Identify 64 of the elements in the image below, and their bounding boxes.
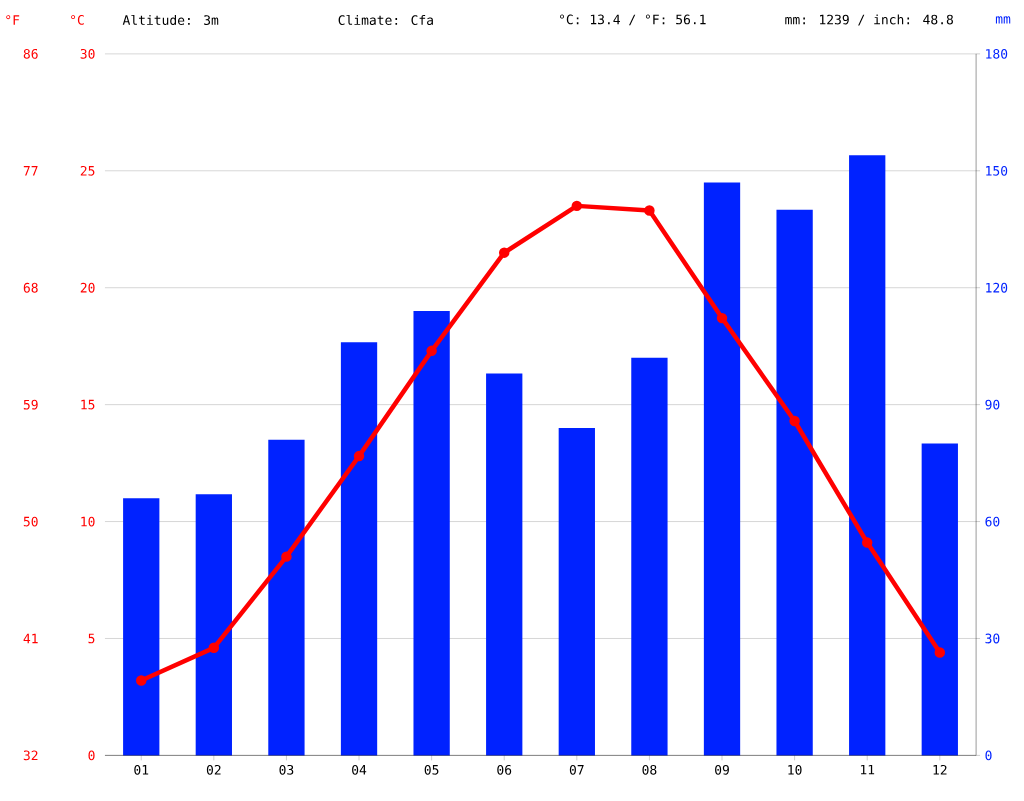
bar xyxy=(195,494,232,756)
y2-tick-label: 0 xyxy=(985,750,992,761)
point xyxy=(716,312,728,324)
point xyxy=(934,647,946,658)
y2-tick-label: 90 xyxy=(985,399,1000,410)
text: Altitude: 3m xyxy=(122,14,219,25)
y3-tick-label: 41 xyxy=(23,633,38,644)
x-tick-label: 10 xyxy=(788,764,802,775)
bar xyxy=(340,342,378,756)
x-tick-label: 05 xyxy=(424,764,439,775)
x-tick-label: 11 xyxy=(860,764,875,775)
y3-axis-title: °F xyxy=(6,15,20,25)
text: Climate: Cfa xyxy=(338,14,433,25)
y-tick-label: 30 xyxy=(80,48,95,59)
y3-tick-label: 50 xyxy=(23,516,38,527)
x-tick-label: 06 xyxy=(497,764,512,775)
x-tick-label: 08 xyxy=(642,764,657,775)
y2-tick-label: 150 xyxy=(986,165,1008,176)
text: mm: 1239 / inch: 48.8 xyxy=(785,14,953,26)
y-axis-title: °C xyxy=(71,14,84,25)
y2-tick-label: 60 xyxy=(985,516,1000,527)
bar xyxy=(849,155,886,756)
bar xyxy=(558,427,595,756)
y-tick-label: 10 xyxy=(81,516,95,527)
x-tick-label: 12 xyxy=(933,764,947,775)
x-tick-label: 03 xyxy=(279,764,294,775)
x-tick-label: 02 xyxy=(206,764,221,775)
y3-tick-label: 86 xyxy=(23,48,38,59)
x-tick-label: 01 xyxy=(134,764,149,775)
point xyxy=(644,205,655,216)
y-tick-label: 15 xyxy=(81,399,95,410)
x-tick-label: 04 xyxy=(352,764,367,775)
bar xyxy=(776,209,813,756)
y-tick-label: 0 xyxy=(88,750,95,761)
y-tick-label: 25 xyxy=(80,165,95,176)
point xyxy=(353,450,365,462)
bar xyxy=(631,357,668,756)
point xyxy=(498,247,510,258)
y2-tick-label: 120 xyxy=(986,282,1008,293)
y2-tick-label: 180 xyxy=(986,48,1008,59)
x-tick-label: 09 xyxy=(715,764,729,775)
point xyxy=(571,200,583,211)
point xyxy=(136,675,147,686)
y3-tick-label: 59 xyxy=(23,399,38,410)
bar xyxy=(486,373,523,756)
point xyxy=(861,537,873,548)
bar xyxy=(123,498,160,756)
bar xyxy=(703,182,741,756)
y2-axis-title: mm xyxy=(995,16,1011,24)
point xyxy=(281,551,292,562)
point xyxy=(208,642,220,653)
y2-tick-label: 30 xyxy=(985,633,1000,644)
y-tick-label: 5 xyxy=(88,633,95,644)
bar xyxy=(413,310,450,756)
y3-tick-label: 77 xyxy=(23,165,38,176)
y3-tick-label: 32 xyxy=(23,750,38,761)
bar xyxy=(921,443,958,756)
bar xyxy=(268,439,305,756)
text: °C: 13.4 / °F: 56.1 xyxy=(560,14,706,26)
point xyxy=(426,345,437,356)
y-tick-label: 20 xyxy=(80,282,95,293)
y3-tick-label: 68 xyxy=(23,282,38,293)
point xyxy=(789,415,800,427)
x-tick-label: 07 xyxy=(569,764,584,775)
